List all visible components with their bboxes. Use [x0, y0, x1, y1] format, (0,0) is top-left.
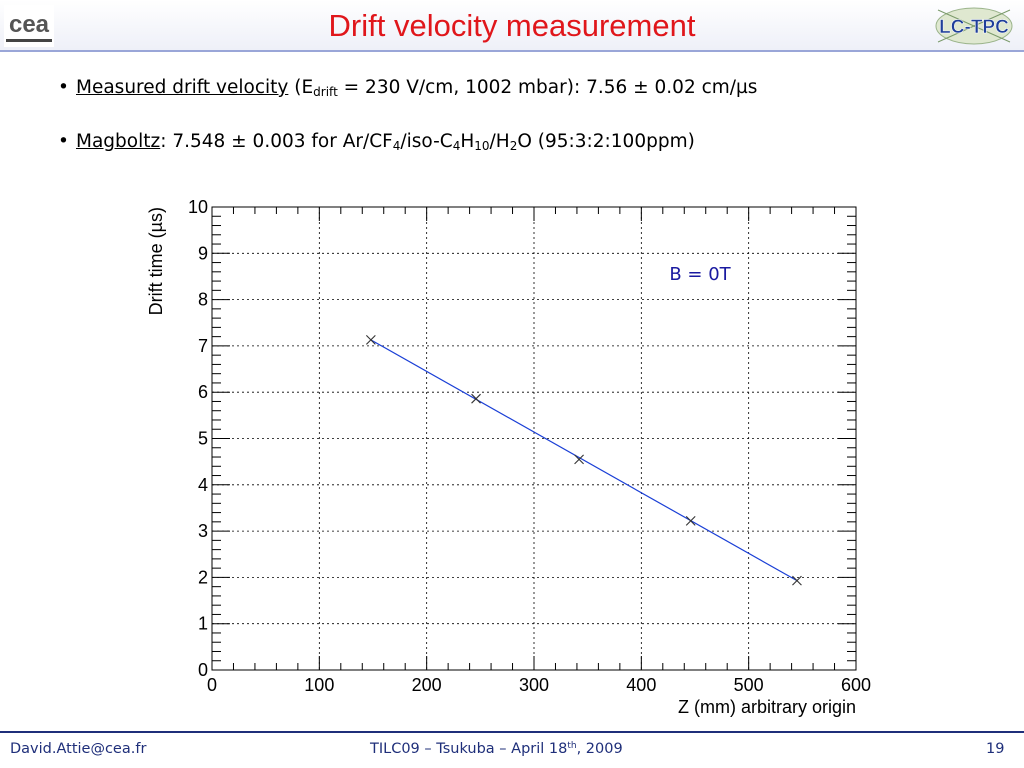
point-marker-stroke: [365, 334, 376, 345]
point-marker-stroke: [574, 454, 584, 465]
bullet-subscript: 10: [474, 139, 490, 153]
header-divider: [0, 50, 1024, 52]
data-point: [792, 575, 802, 586]
bullet-text: (E: [288, 77, 314, 98]
bullet-subscript: 4: [392, 139, 401, 153]
axis-ticks: [211, 206, 857, 671]
svg-text:cea: cea: [9, 11, 50, 38]
point-marker-stroke: [685, 516, 696, 526]
footer-event-text: , 2009: [576, 741, 623, 757]
footer-email: David.Attie@cea.fr: [10, 741, 147, 757]
y-tick-label: 7: [198, 336, 208, 356]
y-tick-label: 2: [198, 567, 208, 587]
y-tick-label: 10: [188, 197, 208, 217]
data-point: [574, 454, 584, 465]
bullet-dot: •: [58, 131, 69, 152]
data-points: [365, 334, 802, 586]
footer-event: TILC09 – Tsukuba – April 18th, 2009: [370, 741, 623, 757]
drift-time-chart: 0 100 200 300 400 500 600 0 1 2 3 4 5 6 7 8 9 10 Z (mm) a…: [146, 197, 871, 717]
y-tick-label: 8: [198, 290, 208, 310]
svg-text:LC-TPC: LC-TPC: [939, 17, 1009, 38]
x-tick-label: 400: [626, 675, 656, 695]
bullet-measured-velocity: • Measured drift velocity (Edrift = 230 V…: [58, 76, 757, 100]
measured-velocity-link[interactable]: Measured drift velocity: [76, 77, 289, 98]
data-point: [365, 334, 376, 345]
point-marker-stroke: [471, 393, 481, 404]
slide-title: Drift velocity measurement: [328, 8, 696, 43]
slide-header: [0, 0, 1024, 50]
field-annotation: B = 0T: [669, 264, 731, 285]
x-tick-label: 600: [841, 675, 871, 695]
y-tick-label: 3: [198, 521, 208, 541]
grid-lines: [212, 207, 856, 670]
y-tick-label: 6: [198, 382, 208, 402]
y-tick-label: 4: [198, 475, 208, 495]
bullet-magboltz: • Magboltz: 7.548 ± 0.003 for Ar/CF4/iso-…: [58, 130, 695, 154]
bullet-text: /H: [489, 131, 510, 152]
footer-event-sup: th: [567, 741, 577, 751]
bullet-text: : 7.548 ± 0.003 for Ar/CF: [160, 131, 393, 152]
point-marker-stroke: [792, 575, 802, 586]
bullet-subscript: drift: [313, 85, 338, 99]
bullet-subscript: 2: [509, 139, 518, 153]
bullet-text: H: [460, 131, 475, 152]
y-tick-label: 5: [198, 429, 208, 449]
fit-line-group: [370, 339, 798, 582]
footer-event-text: TILC09 – Tsukuba – April 18: [370, 741, 568, 757]
x-tick-label: 300: [519, 675, 549, 695]
bullet-subscript: 4: [452, 139, 461, 153]
data-point: [685, 516, 696, 526]
footer-divider: [0, 731, 1024, 733]
y-axis-label: Drift time (µs): [146, 207, 166, 315]
x-tick-label: 0: [207, 675, 217, 695]
bullet-text: /iso-C: [400, 131, 453, 152]
x-tick-label: 100: [304, 675, 334, 695]
tick-labels: 0 100 200 300 400 500 600 0 1 2 3 4 5 6 7 8 9 10: [188, 197, 871, 695]
y-tick-label: 9: [198, 243, 208, 263]
magboltz-link[interactable]: Magboltz: [76, 131, 161, 152]
x-tick-label: 500: [734, 675, 764, 695]
y-tick-label: 1: [198, 614, 208, 634]
y-tick-label: 0: [198, 660, 208, 680]
cea-logo: cea: [4, 5, 54, 47]
x-axis-label: Z (mm) arbitrary origin: [678, 697, 856, 717]
fit-line: [370, 339, 798, 582]
page-number: 19: [986, 741, 1005, 757]
lctpc-logo: LC-TPC: [935, 7, 1013, 45]
bullet-text: = 230 V/cm, 1002 mbar): 7.56 ± 0.02 cm/µ…: [337, 77, 758, 98]
bullet-text: O (95:3:2:100ppm): [517, 131, 695, 152]
x-tick-label: 200: [412, 675, 442, 695]
data-point: [471, 393, 481, 404]
bullet-dot: •: [58, 77, 69, 98]
